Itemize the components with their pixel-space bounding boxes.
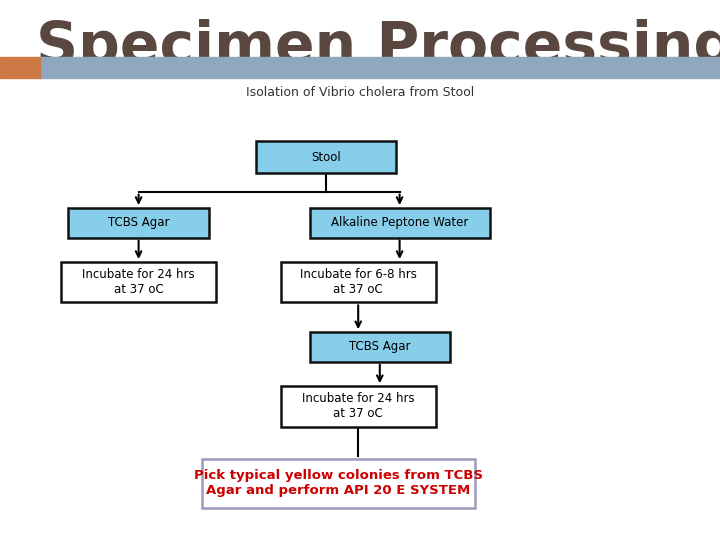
Text: TCBS Agar: TCBS Agar (349, 340, 410, 354)
Bar (61, 262, 216, 302)
Text: Isolation of Vibrio cholera from Stool: Isolation of Vibrio cholera from Stool (246, 86, 474, 99)
Text: Stool: Stool (311, 151, 341, 164)
Text: TCBS Agar: TCBS Agar (108, 216, 169, 229)
Text: Incubate for 24 hrs
at 37 oC: Incubate for 24 hrs at 37 oC (302, 393, 415, 420)
Bar (256, 141, 396, 173)
Bar (281, 386, 436, 427)
Bar (281, 262, 436, 302)
Bar (202, 459, 475, 508)
Text: Incubate for 24 hrs
at 37 oC: Incubate for 24 hrs at 37 oC (82, 268, 195, 296)
Bar (310, 208, 490, 238)
Text: Incubate for 6-8 hrs
at 37 oC: Incubate for 6-8 hrs at 37 oC (300, 268, 417, 296)
Bar (68, 208, 209, 238)
Text: Specimen Processing: Specimen Processing (36, 19, 720, 76)
Text: Alkaline Peptone Water: Alkaline Peptone Water (331, 216, 468, 229)
Bar (310, 332, 450, 362)
Text: Pick typical yellow colonies from TCBS
Agar and perform API 20 E SYSTEM: Pick typical yellow colonies from TCBS A… (194, 469, 483, 497)
